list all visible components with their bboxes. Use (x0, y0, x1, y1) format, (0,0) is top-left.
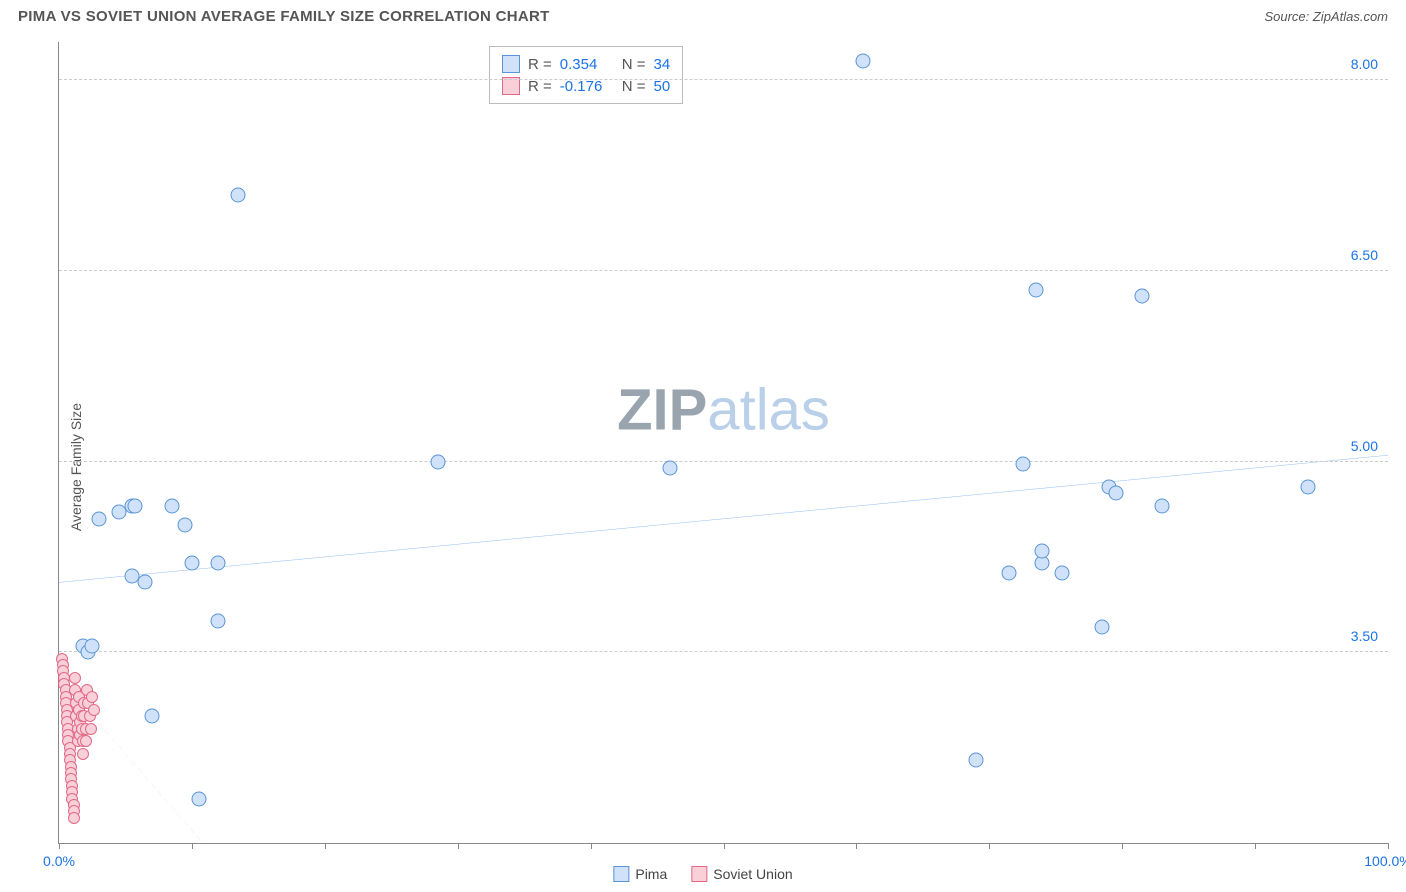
data-point (85, 723, 97, 735)
data-point (856, 54, 871, 69)
stat-n-label: N = (622, 56, 646, 73)
data-point (1108, 486, 1123, 501)
data-point (1135, 289, 1150, 304)
data-point (88, 704, 100, 716)
data-point (1095, 619, 1110, 634)
data-point (191, 791, 206, 806)
data-point (1301, 480, 1316, 495)
data-point (178, 518, 193, 533)
data-point (430, 454, 445, 469)
x-tick (458, 843, 459, 849)
stat-r-value: 0.354 (560, 56, 614, 73)
stats-legend-row: R = 0.354 N = 34 (502, 53, 670, 75)
legend-item: Pima (613, 866, 667, 882)
y-tick-label: 3.50 (1351, 628, 1378, 644)
legend-label: Soviet Union (713, 866, 792, 882)
data-point (1055, 566, 1070, 581)
data-point (1028, 282, 1043, 297)
x-tick (59, 843, 60, 849)
stats-legend: R =0.354N =34R =-0.176N =50 (489, 46, 683, 104)
watermark-light: atlas (707, 378, 830, 443)
data-point (1035, 543, 1050, 558)
stat-n-value: 34 (654, 56, 671, 73)
x-tick (591, 843, 592, 849)
data-point (211, 613, 226, 628)
gridline (59, 461, 1388, 462)
x-tick-label: 100.0% (1364, 853, 1406, 869)
chart-title: PIMA VS SOVIET UNION AVERAGE FAMILY SIZE… (18, 8, 550, 25)
y-tick-label: 5.00 (1351, 438, 1378, 454)
legend-swatch (613, 866, 629, 882)
data-point (86, 691, 98, 703)
gridline (59, 79, 1388, 80)
x-tick (192, 843, 193, 849)
data-point (1155, 499, 1170, 514)
data-point (77, 748, 89, 760)
source-attribution: Source: ZipAtlas.com (1264, 9, 1388, 24)
data-point (969, 753, 984, 768)
x-tick (1122, 843, 1123, 849)
trend-lines-svg (59, 42, 1388, 843)
watermark-bold: ZIP (617, 378, 707, 443)
data-point (91, 511, 106, 526)
legend-swatch (502, 55, 520, 73)
data-point (663, 460, 678, 475)
data-point (127, 499, 142, 514)
trend-line (59, 455, 1388, 582)
series-legend: Pima Soviet Union (613, 866, 792, 882)
gridline (59, 651, 1388, 652)
x-tick (325, 843, 326, 849)
legend-swatch (691, 866, 707, 882)
data-point (184, 556, 199, 571)
y-tick-label: 6.50 (1351, 247, 1378, 263)
x-tick (724, 843, 725, 849)
x-tick (856, 843, 857, 849)
data-point (1002, 566, 1017, 581)
data-point (231, 187, 246, 202)
data-point (1015, 457, 1030, 472)
data-point (211, 556, 226, 571)
data-point (145, 708, 160, 723)
data-point (164, 499, 179, 514)
legend-item: Soviet Union (691, 866, 792, 882)
plot-area: ZIPatlas R =0.354N =34R =-0.176N =50 3.5… (58, 42, 1388, 844)
chart-container: Average Family Size ZIPatlas R =0.354N =… (18, 42, 1388, 892)
data-point (68, 812, 80, 824)
data-point (138, 575, 153, 590)
x-tick (989, 843, 990, 849)
stat-r-label: R = (528, 56, 552, 73)
y-tick-label: 8.00 (1351, 56, 1378, 72)
gridline (59, 270, 1388, 271)
watermark: ZIPatlas (617, 377, 830, 444)
data-point (80, 735, 92, 747)
data-point (69, 672, 81, 684)
x-tick (1388, 843, 1389, 849)
x-tick-label: 0.0% (43, 853, 75, 869)
x-tick (1255, 843, 1256, 849)
data-point (85, 638, 100, 653)
legend-label: Pima (635, 866, 667, 882)
